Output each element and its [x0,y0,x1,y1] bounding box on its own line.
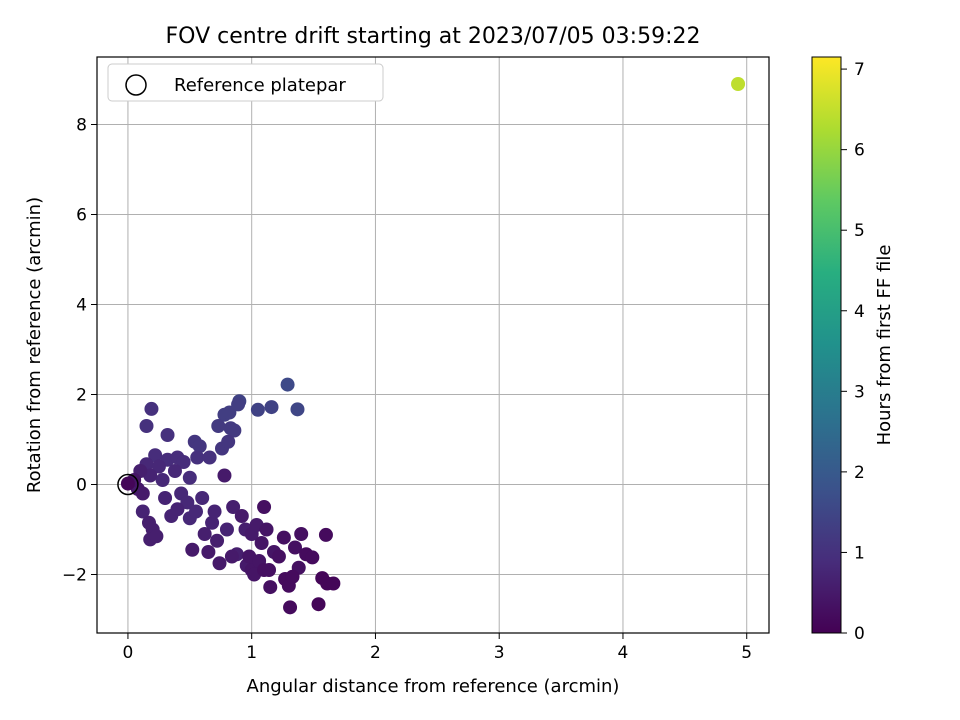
reference-marker [117,473,139,496]
data-point [139,419,154,433]
colorbar-ticks: 0 1 2 3 4 5 6 7 [841,60,865,644]
data-point [148,448,163,463]
data-point [305,550,320,565]
data-point [120,476,135,491]
grid [97,57,769,633]
legend-box [107,63,384,102]
data-point [135,504,150,519]
data-point [189,504,204,519]
data-point [290,402,305,417]
x-tick-label: 0 [123,643,134,663]
legend-marker-reference [125,74,147,96]
data-point [201,545,216,559]
colorbar-tick-label: 1 [854,543,865,563]
x-axis-label: Angular distance from reference (arcmin) [247,676,620,697]
data-point [283,600,298,615]
data-point [155,473,170,487]
y-tick-label: −2 [62,566,87,586]
data-point [182,470,197,485]
data-point [224,549,239,564]
data-point [259,522,274,537]
data-point [210,533,225,548]
data-point [197,527,212,541]
data-point [180,495,195,510]
data-point [205,515,220,530]
data-point [227,423,242,438]
chart-title: FOV centre drift starting at 2023/07/05 … [166,24,701,49]
data-point [190,450,205,465]
data-point [167,464,182,478]
data-point [262,563,277,577]
data-point [731,77,746,91]
y-tick-label: 8 [76,116,87,136]
data-point [170,502,185,517]
x-tick-label: 1 [246,643,257,663]
y-tick-label: 6 [76,206,87,226]
data-point [135,486,150,501]
colorbar-tick-label: 6 [854,141,865,161]
data-point [257,500,272,514]
colorbar-tick-label: 3 [854,382,865,402]
data-point [149,529,164,544]
colorbar-tick-label: 7 [854,60,865,80]
data-point [294,527,309,541]
data-point [211,419,226,433]
data-point [144,401,159,416]
x-tick-label: 4 [618,643,629,663]
data-point [207,504,222,519]
x-tick-label: 5 [741,643,752,663]
data-point [254,536,269,550]
y-axis-label: Rotation from reference (arcmin) [24,197,45,493]
data-points [120,77,746,615]
data-point [195,491,210,505]
data-point [264,400,279,415]
data-point [192,439,207,454]
plot-frame [96,56,770,634]
data-point [288,540,303,555]
data-point [271,549,286,564]
data-point [250,402,265,417]
colorbar-tick-label: 5 [854,221,865,241]
data-point [231,397,246,412]
colorbar-tick-label: 0 [854,624,865,644]
colorbar-tick-label: 2 [854,463,865,483]
colorbar [811,56,842,634]
data-point [326,576,341,591]
colorbar-tick-label: 4 [854,302,865,322]
data-point [221,434,236,449]
y-tick-label: 2 [76,386,87,406]
data-point [276,530,291,545]
data-point [202,450,217,465]
legend: Reference platepar [107,63,384,102]
data-point [160,428,175,442]
data-point [212,556,227,571]
y-tick-label: 0 [76,476,87,496]
data-point [217,468,232,483]
data-point [176,455,191,469]
colorbar-label: Hours from first FF file [874,245,895,446]
y-axis-ticks: −2 0 2 4 6 8 [62,116,97,586]
data-point [226,500,241,514]
data-point [158,491,173,505]
x-tick-label: 2 [370,643,381,663]
data-point [151,459,166,474]
data-point [285,569,300,584]
legend-label-reference: Reference platepar [174,75,346,96]
data-point [219,522,234,537]
x-tick-label: 3 [494,643,505,663]
data-point [318,527,333,542]
data-point [280,377,295,392]
data-point [185,542,200,557]
y-tick-label: 4 [76,296,87,316]
data-point [311,597,326,612]
x-axis-ticks: 0 1 2 3 4 5 [123,633,752,663]
data-point [234,509,249,523]
data-point [263,580,278,595]
